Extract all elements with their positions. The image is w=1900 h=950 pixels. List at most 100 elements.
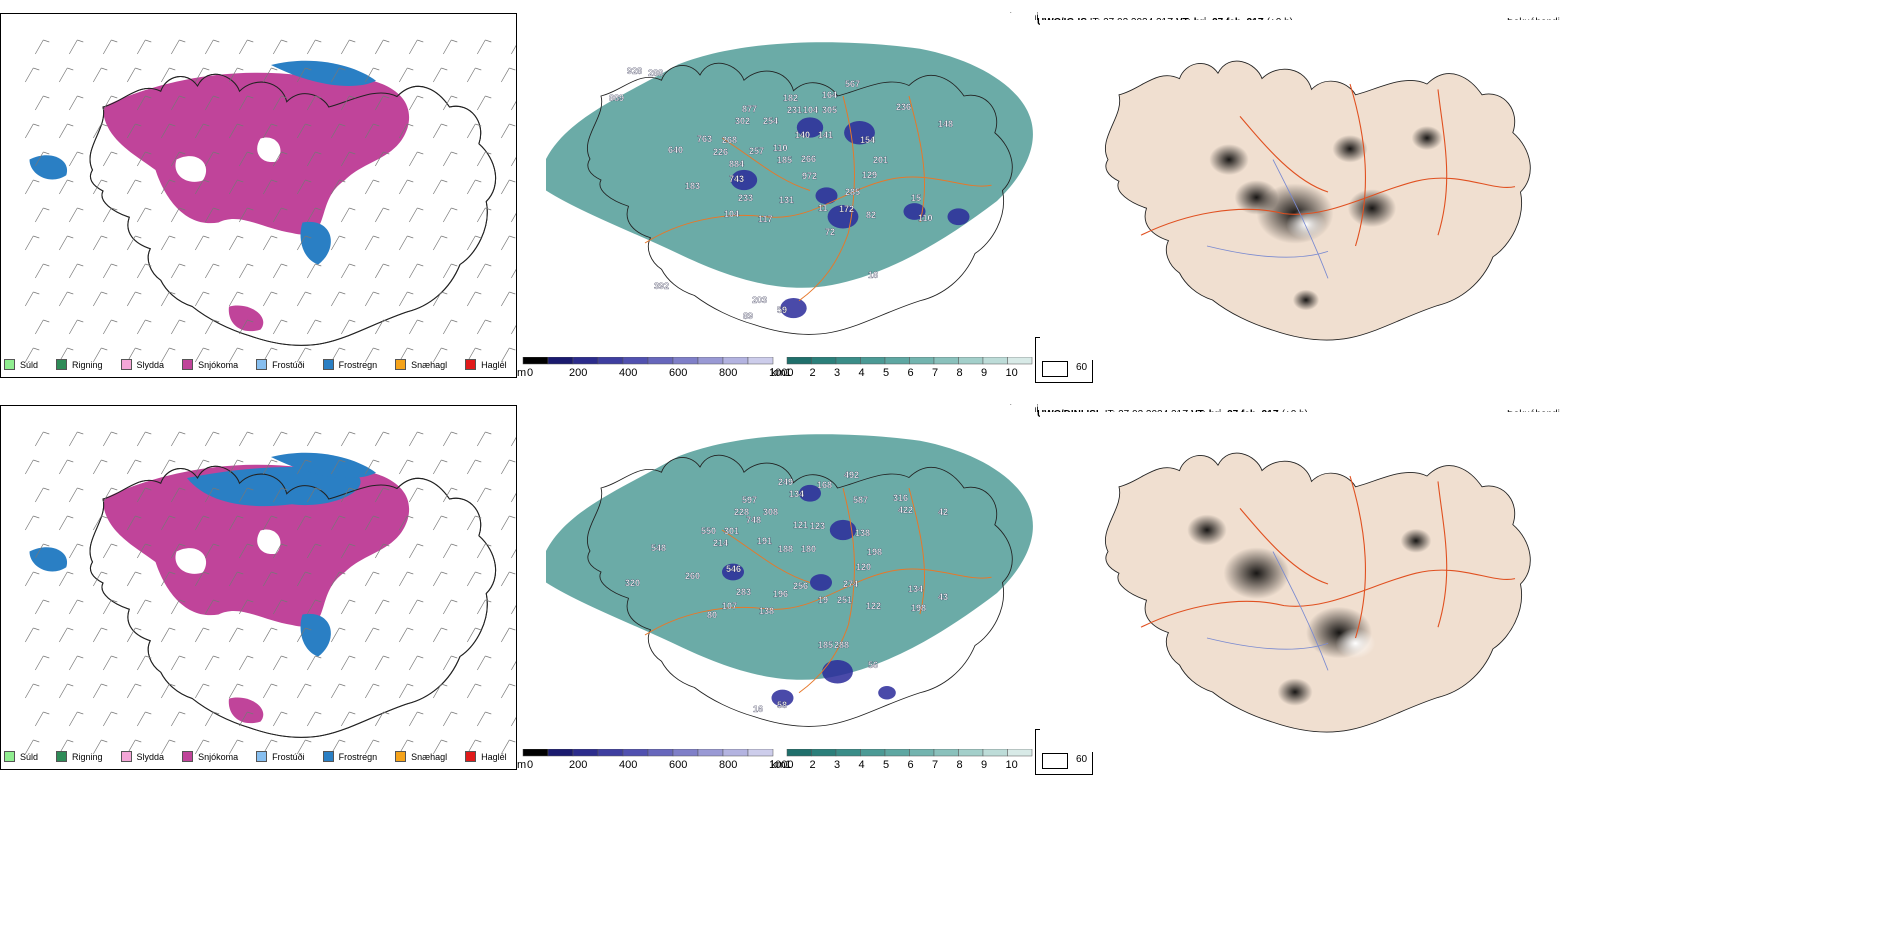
map-value-label: 191 <box>757 536 772 546</box>
map-value-label: 288 <box>834 640 849 650</box>
legend-label: Snjókoma <box>198 751 239 762</box>
cbar-km-tick: 8 <box>957 367 963 379</box>
legend-item-súld: Súld <box>4 751 38 762</box>
map-value-label: 492 <box>844 470 859 480</box>
cloud-base-map: 928 288 889 877 182 567 164 236 302 254 231 104 305 1… <box>517 13 1035 358</box>
cbar-km-tick: 3 <box>834 367 840 379</box>
map-value-label: 236 <box>896 102 911 112</box>
map-value-label: 110 <box>773 143 788 153</box>
map-value-label: 283 <box>736 587 751 597</box>
map-value-label: 82 <box>866 210 876 220</box>
map-value-label: 138 <box>855 528 870 538</box>
map-value-label: 249 <box>778 477 793 487</box>
map-value-label: 587 <box>853 495 868 505</box>
legend-item-snæhagl: Snæhagl <box>395 751 447 762</box>
cbar-m-unit: m <box>517 367 526 379</box>
legend-label: Slydda <box>136 751 165 762</box>
legend-swatch <box>120 751 132 762</box>
map-value-label: 257 <box>749 146 764 156</box>
map-value-label: 107 <box>722 601 737 611</box>
cbar-m-tick: 800 <box>719 367 737 379</box>
map-value-label: 422 <box>898 505 913 515</box>
map-value-label: 198 <box>911 603 926 613</box>
map-value-label: 185 <box>818 640 833 650</box>
map-value-label: 763 <box>697 134 712 144</box>
map-value-label: 748 <box>746 515 761 525</box>
legend-swatch <box>465 751 477 762</box>
cbar-km-tick: 7 <box>932 367 938 379</box>
legend-item-rigning: Rigning <box>56 359 103 370</box>
map-value-label: 104 <box>724 209 739 219</box>
fog-legend-label-60: 60 <box>1076 362 1088 373</box>
colorbar-row: m 0 200 400 600 800 1000 km 1 2 3 4 5 6 7 8 9 10 <box>517 357 1037 383</box>
cbar-km-tick: 1 <box>785 759 791 771</box>
map-value-label: 320 <box>625 578 640 588</box>
legend-swatch <box>4 359 15 370</box>
legend-swatch <box>182 751 194 762</box>
cbar-m-tick: 800 <box>719 759 737 771</box>
map-value-label: 877 <box>742 104 757 114</box>
map-value-label: 233 <box>738 193 753 203</box>
fog-legend-swatch-60 <box>1042 361 1068 377</box>
map-value-label: 266 <box>801 154 816 164</box>
map-value-label: 168 <box>817 480 832 490</box>
map-value-label: 185 <box>777 155 792 165</box>
legend-swatch <box>256 359 268 370</box>
map-value-label: 260 <box>685 571 700 581</box>
cbar-km-unit: km <box>771 759 786 771</box>
map-value-label: 889 <box>609 93 624 103</box>
legend-label: Slydda <box>136 359 165 370</box>
map-value-label: 43 <box>938 592 948 602</box>
map-value-label: 743 <box>729 174 744 184</box>
legend-swatch <box>4 751 15 762</box>
map-value-label: 140 <box>795 130 810 140</box>
legend-label: Súld <box>20 751 39 762</box>
map-value-label: 148 <box>938 119 953 129</box>
cbar-m-unit: m <box>517 759 526 771</box>
map-value-label: 884 <box>729 159 744 169</box>
map-value-label: 15 <box>911 193 921 203</box>
cbar-km-tick: 6 <box>908 367 914 379</box>
precip-type-svg <box>24 39 516 363</box>
map-value-label: 972 <box>802 171 817 181</box>
cbar-km-tick: 7 <box>932 759 938 771</box>
legend-item-snjókoma: Snjókoma <box>182 751 238 762</box>
legend-swatch <box>120 359 132 370</box>
map-value-label: 567 <box>845 79 860 89</box>
map-value-label: 316 <box>893 493 908 503</box>
legend-swatch <box>256 751 268 762</box>
precip-type-svg <box>24 431 516 755</box>
legend-swatch <box>322 751 334 762</box>
map-value-label: 928 <box>627 66 642 76</box>
map-value-label: 308 <box>763 507 778 517</box>
cbar-m-tick: 200 <box>569 759 587 771</box>
map-value-label: 19 <box>818 595 828 605</box>
precip-type-legend: Súld Rigning Slydda Snjókoma Frostúði Frostre… <box>4 359 521 370</box>
cbar-m-tick: 400 <box>619 367 637 379</box>
cbar-m-tick: 1000 <box>769 367 793 379</box>
fog-legend-swatch-60 <box>1042 753 1068 769</box>
legend-swatch <box>182 359 194 370</box>
legend-item-slydda: Slydda <box>120 751 165 762</box>
map-value-label: 640 <box>668 145 683 155</box>
map-value-label: 196 <box>773 589 788 599</box>
map-value-label: 58 <box>777 700 787 710</box>
map-value-label: 80 <box>707 610 717 620</box>
cbar-km-tick: 5 <box>883 759 889 771</box>
legend-item-frostregn: Frostregn <box>322 359 377 370</box>
fog-map <box>1040 20 1560 360</box>
legend-item-frostregn: Frostregn <box>322 751 377 762</box>
legend-item-snjókoma: Snjókoma <box>182 359 238 370</box>
map-value-label: 42 <box>938 507 948 517</box>
cbar-km-unit: km <box>771 367 786 379</box>
cbar-m-tick: 0 <box>527 759 533 771</box>
cbar-km-tick: 1 <box>785 367 791 379</box>
cbar-km-tick: 5 <box>883 367 889 379</box>
map-value-label: 129 <box>862 170 877 180</box>
map-value-label: 172 <box>839 204 854 214</box>
legend-item-haglél: Haglél <box>465 359 507 370</box>
map-value-label: 122 <box>866 601 881 611</box>
fog-svg <box>1105 60 1531 341</box>
map-value-label: 201 <box>873 155 888 165</box>
